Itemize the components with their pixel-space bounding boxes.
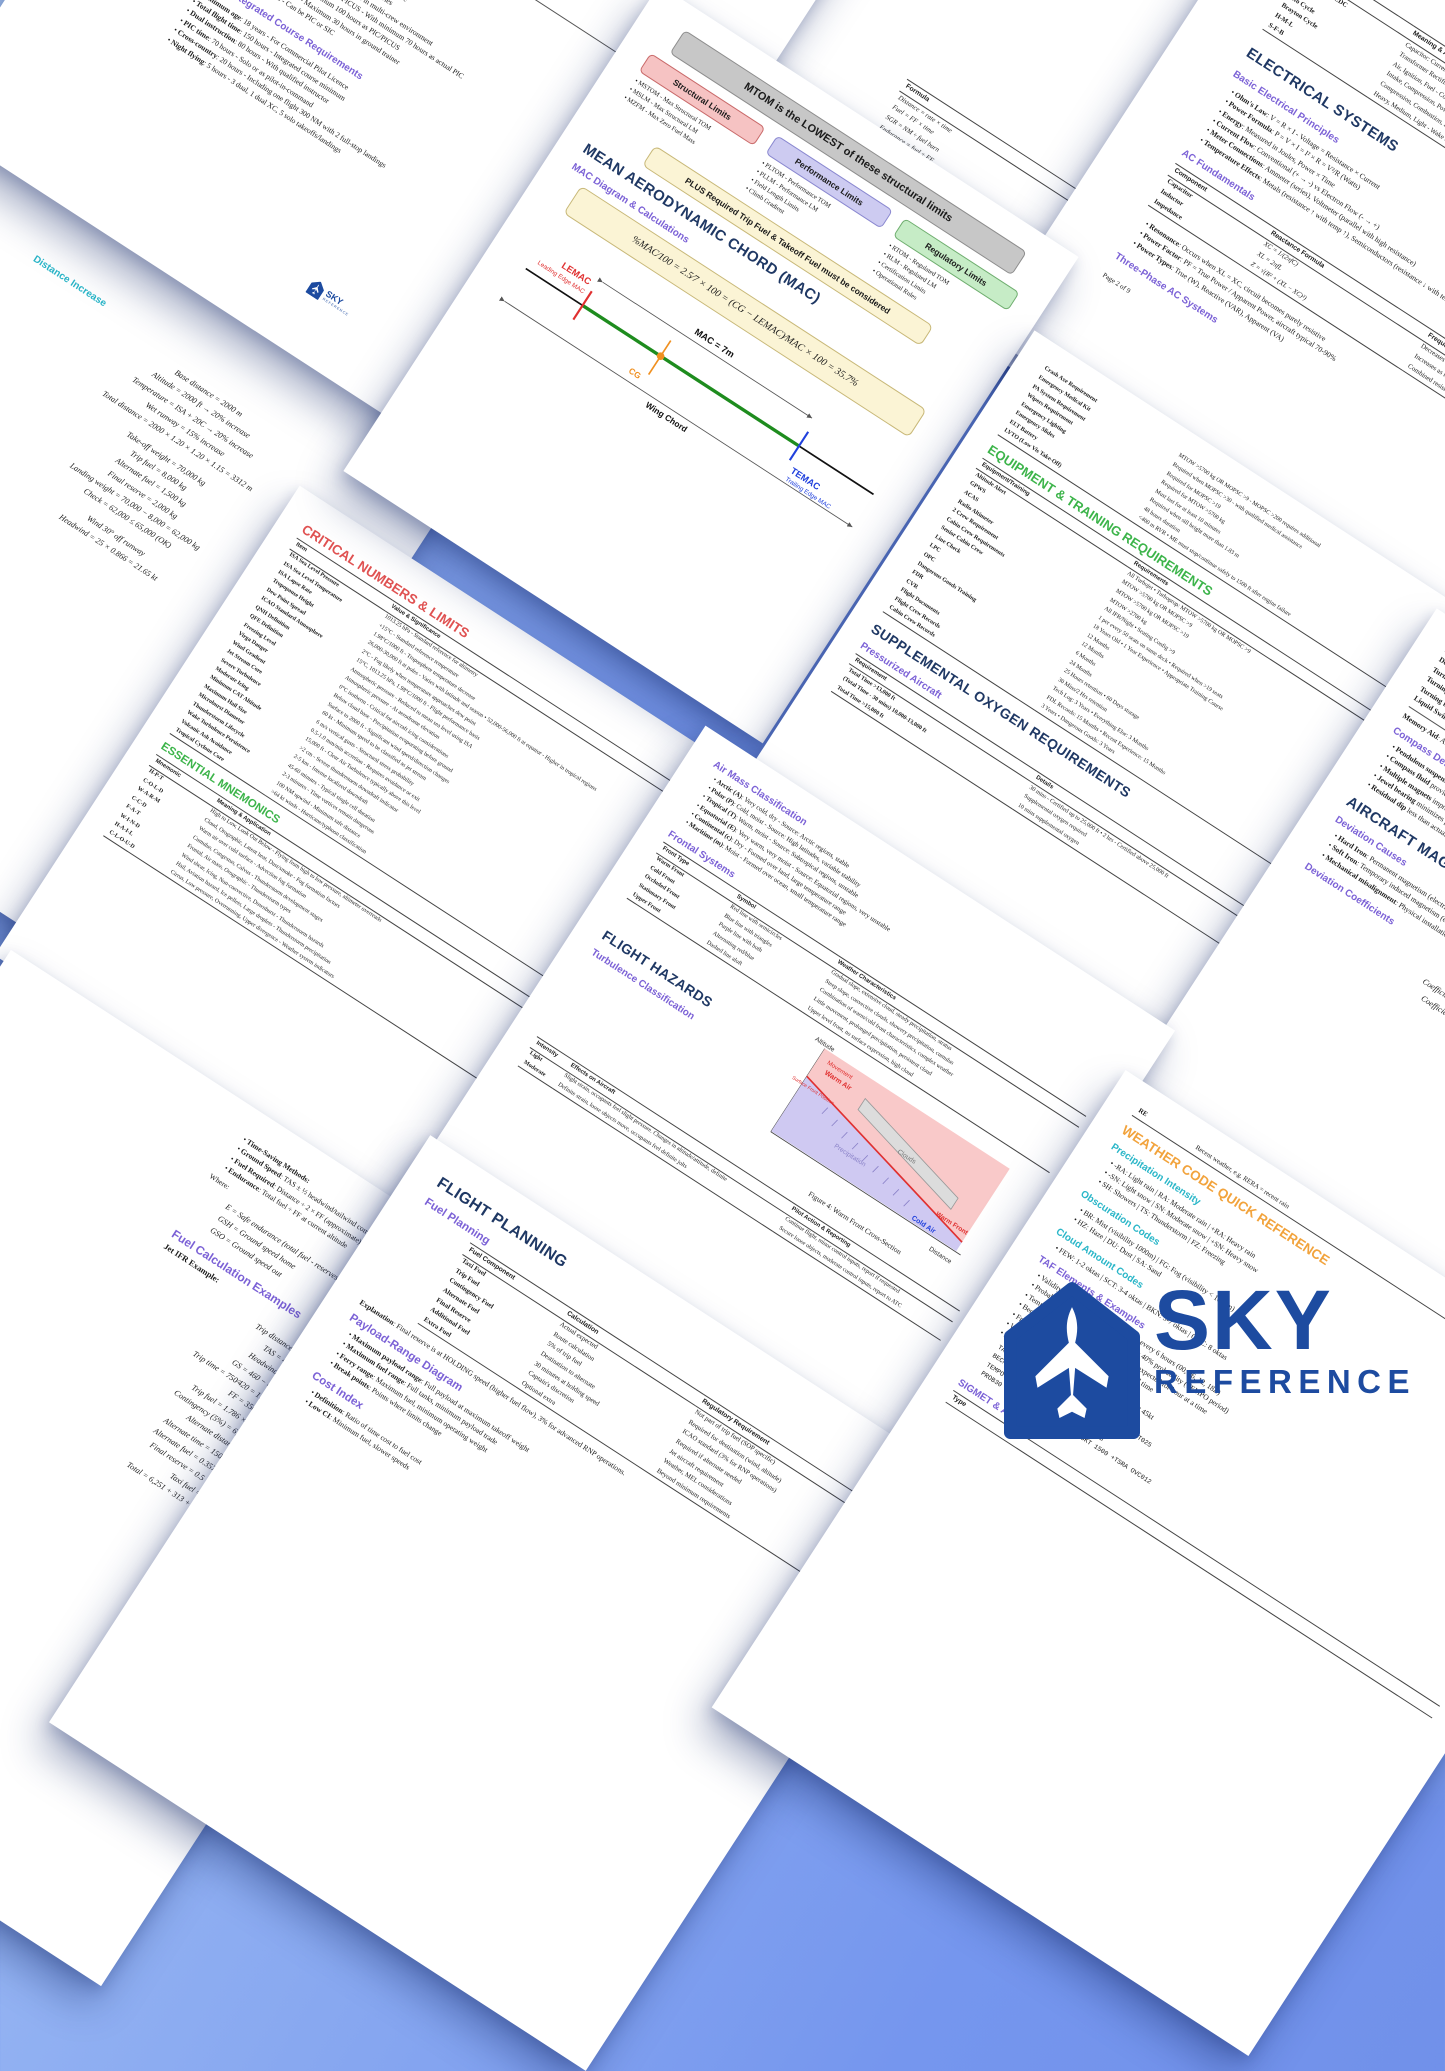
logo-brand-bottom: REFERENCE — [1154, 1363, 1417, 1401]
temac-tick — [789, 430, 810, 461]
precipitation-region — [771, 1076, 963, 1252]
paper-licensing-medicals: Tokyo Convention - Jurisdiction over cri… — [0, 0, 913, 489]
lemac-tick — [572, 290, 593, 320]
sky-logo-icon — [305, 281, 325, 301]
mac-diagram: MAC = 7m LEMAC Leading Edge MAC CG TEMAC… — [499, 259, 875, 528]
wing-chord-arrow — [499, 295, 853, 528]
cg-tick — [648, 339, 672, 375]
plane-icon — [1035, 1307, 1109, 1419]
warm-front-line — [806, 1075, 963, 1243]
sky-logo-icon — [1004, 1282, 1140, 1439]
mini-sky-logo: SKY REFERENCE — [305, 278, 356, 319]
warm-front-figure: Altitude Distance Movement Warm Air Clou… — [770, 1036, 1011, 1266]
paper-flight-hazards: Air Mass Classification Arctic (A): Very… — [258, 725, 1176, 1719]
paper-mac: MTOM is the LOWEST of these structural l… — [343, 0, 1079, 744]
logo-brand-top: SKY — [1154, 1273, 1333, 1367]
cg-label: CG — [627, 365, 643, 381]
distance-label: Distance — [928, 1246, 954, 1266]
deviation-coefficients-math: Coefficient A = Constant error on all he… — [1419, 977, 1445, 1099]
precip-hatching — [821, 1107, 911, 1207]
clouds-shape — [857, 1097, 959, 1210]
sky-reference-logo: SKY REFERENCE — [1004, 1273, 1417, 1439]
